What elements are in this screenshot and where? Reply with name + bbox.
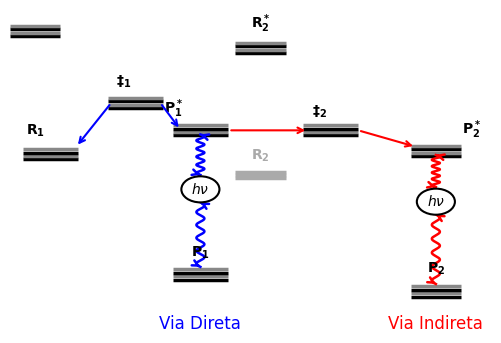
Text: Via Direta: Via Direta	[159, 315, 241, 333]
Circle shape	[417, 189, 455, 215]
Text: $\mathbf{\ddagger_2}$: $\mathbf{\ddagger_2}$	[312, 104, 327, 120]
Text: $\mathbf{P_2^*}$: $\mathbf{P_2^*}$	[462, 118, 481, 141]
Text: $\mathbf{P_1}$: $\mathbf{P_1}$	[191, 244, 209, 261]
Circle shape	[181, 176, 219, 202]
Text: $\mathbf{P_1^*}$: $\mathbf{P_1^*}$	[164, 97, 183, 120]
Text: $h\nu$: $h\nu$	[427, 194, 445, 209]
Text: $\mathbf{P_2}$: $\mathbf{P_2}$	[427, 260, 445, 277]
Text: $\mathbf{R_1}$: $\mathbf{R_1}$	[26, 122, 45, 139]
Text: $\mathbf{R_2^*}$: $\mathbf{R_2^*}$	[250, 12, 271, 35]
Text: Via Indireta: Via Indireta	[388, 315, 483, 333]
Text: $\mathbf{\ddagger_1}$: $\mathbf{\ddagger_1}$	[116, 73, 131, 90]
Text: $h\nu$: $h\nu$	[191, 182, 209, 197]
Text: $\mathbf{R_2}$: $\mathbf{R_2}$	[251, 147, 270, 164]
